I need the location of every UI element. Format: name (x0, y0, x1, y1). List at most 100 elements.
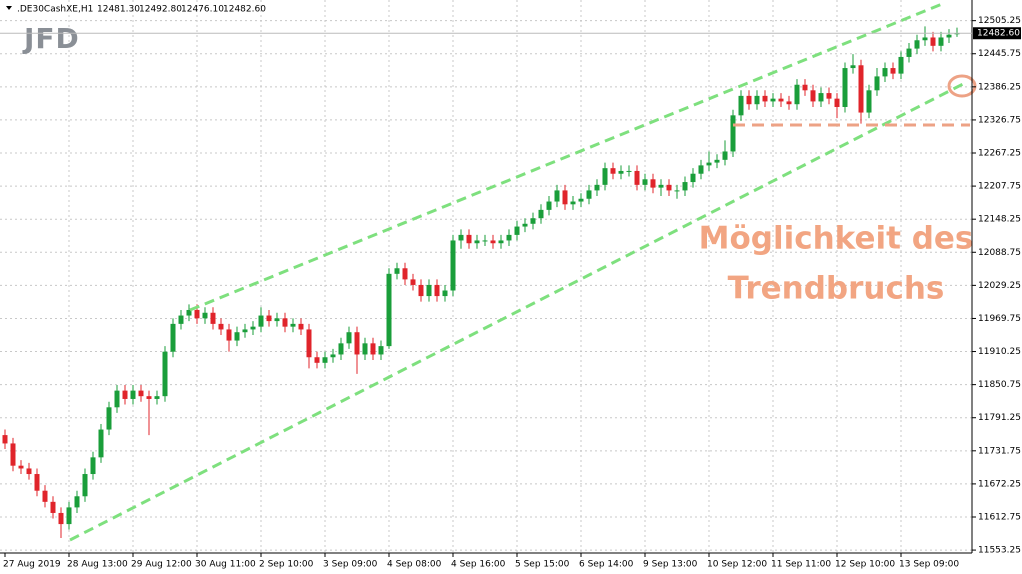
candle-body (562, 190, 568, 205)
y-tick-label: 12207.75 (978, 182, 1021, 192)
upper-trend-line (189, 2, 943, 312)
candle-body (522, 223, 528, 227)
candle-body (426, 284, 432, 297)
y-tick-label: 11910.25 (978, 347, 1021, 357)
x-tick-label: 4 Sep 08:00 (387, 560, 442, 570)
candle-body (282, 318, 288, 327)
y-tick-label: 12148.25 (978, 215, 1021, 225)
candle-body (202, 312, 208, 319)
candle-body (546, 201, 552, 210)
candle-body (802, 84, 808, 91)
menu-arrow[interactable] (6, 6, 12, 10)
candle-body (778, 98, 784, 102)
candle-body (314, 357, 320, 363)
candle-body (386, 273, 392, 347)
y-tick-label: 11553.25 (978, 546, 1021, 556)
candle-body (810, 90, 816, 102)
candle-body (610, 168, 616, 174)
y-tick-label: 11791.25 (978, 413, 1021, 423)
ohlc-close: 12482.60 (223, 5, 266, 15)
candle-body (178, 315, 184, 324)
candle-body (122, 390, 128, 399)
y-tick-label: 12445.75 (978, 49, 1021, 59)
y-tick-label: 12267.25 (978, 149, 1021, 159)
y-tick-label: 12326.75 (978, 115, 1021, 125)
candle-body (930, 37, 936, 46)
candle-body (866, 90, 872, 113)
y-tick-label: 12386.25 (978, 82, 1021, 92)
candle-body (714, 159, 720, 163)
candle-body (842, 68, 848, 107)
x-tick-label: 30 Aug 11:00 (195, 560, 256, 570)
candle-body (834, 98, 840, 107)
candle-body (218, 323, 224, 330)
x-tick-label: 9 Sep 13:00 (643, 560, 698, 570)
y-tick-label: 11672.25 (978, 479, 1021, 489)
candle-body (674, 190, 680, 192)
candle-body (538, 209, 544, 219)
candle-body (474, 240, 480, 244)
candle-body (762, 95, 768, 102)
candle-body (706, 162, 712, 166)
candle-body (402, 268, 408, 280)
x-tick-label: 29 Aug 12:00 (131, 560, 192, 570)
candle-body (298, 323, 304, 330)
candle-body (242, 329, 248, 333)
candle-body (50, 501, 56, 513)
candle-body (266, 315, 272, 322)
candle-body (570, 201, 576, 205)
candle-body (898, 56, 904, 74)
candle-body (58, 512, 64, 525)
candle-body (890, 68, 896, 74)
annotation: Trendbruchs (728, 271, 945, 307)
x-tick-label: 3 Sep 09:00 (323, 560, 378, 570)
candle-body (338, 343, 344, 355)
y-tick-label: 11850.75 (978, 380, 1021, 390)
y-tick-label: 12088.75 (978, 248, 1021, 258)
candle-body (914, 40, 920, 49)
x-tick-label: 5 Sep 15:00 (515, 560, 570, 570)
candle-body (394, 268, 400, 274)
grid (0, 0, 972, 553)
candle-body (658, 184, 664, 188)
x-tick-label: 28 Aug 13:00 (67, 560, 128, 570)
x-tick-label: 2 Sep 10:00 (259, 560, 314, 570)
x-tick-label: 4 Sep 16:00 (451, 560, 506, 570)
candle-body (146, 396, 152, 399)
candle-body (258, 315, 264, 327)
ohlc-low: 12476.10 (181, 5, 224, 15)
logo: JFD (22, 22, 80, 55)
candle-body (138, 390, 144, 397)
y-tick-label: 12029.25 (978, 281, 1021, 291)
candle-body (906, 48, 912, 57)
ohlc-high: 12492.80 (139, 5, 182, 15)
candle-body (458, 234, 464, 241)
candle-body (466, 234, 472, 244)
candle-body (66, 507, 72, 525)
candle-body (946, 34, 952, 38)
candle-body (506, 234, 512, 241)
candle-body (378, 346, 384, 355)
price-label-box (973, 27, 1021, 40)
candle-body (194, 309, 200, 319)
candle-body (114, 390, 120, 408)
candle-body (434, 284, 440, 297)
candle-body (786, 101, 792, 105)
candle-body (306, 329, 312, 358)
candle-body (170, 323, 176, 352)
candle-body (794, 84, 800, 105)
candle-body (362, 343, 368, 355)
candles (2, 26, 960, 538)
candle-body (186, 309, 192, 316)
candle-body (682, 182, 688, 191)
candle-body (882, 68, 888, 77)
candle-body (482, 240, 488, 242)
candle-body (690, 173, 696, 183)
candle-body (850, 65, 856, 69)
candle-body (442, 290, 448, 297)
candle-body (82, 474, 88, 497)
y-tick-label: 11731.75 (978, 446, 1021, 456)
candle-body (410, 279, 416, 285)
